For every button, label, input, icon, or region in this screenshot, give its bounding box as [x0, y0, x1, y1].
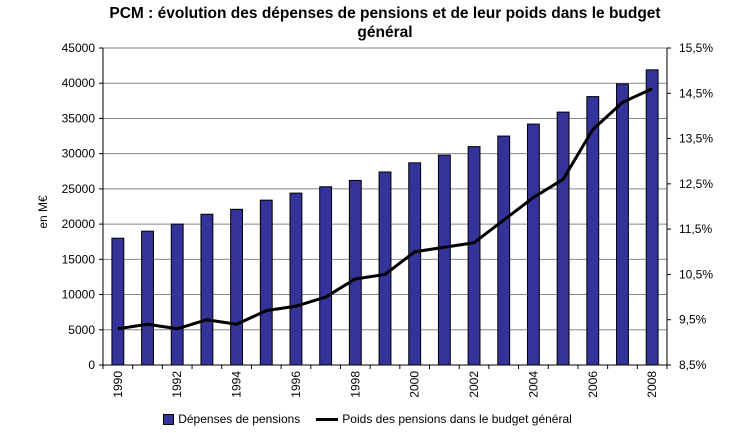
legend-swatch-line [316, 417, 339, 421]
y-tick-label: 5000 [68, 323, 95, 337]
y-axis-ticks: 0 5000 10000 15000 20000 25000 30000 35000 40000… [62, 41, 103, 372]
y-tick-label: 15000 [62, 252, 96, 266]
x-tick-label: 2000 [408, 371, 422, 398]
x-tick-label: 1994 [230, 371, 244, 398]
y2-tick-label: 11,5% [679, 222, 712, 236]
series-line [117, 87, 653, 331]
y2-tick-label: 8,5% [679, 358, 707, 372]
bar [526, 123, 540, 366]
y-tick-label: 35000 [62, 111, 96, 125]
x-tick-label: 2008 [645, 371, 659, 398]
bar [497, 135, 511, 366]
bar [408, 162, 422, 366]
legend-label-line: Poids des pensions dans le budget généra… [342, 412, 572, 426]
y2-tick-label: 13,5% [679, 132, 713, 146]
bar [645, 69, 659, 366]
bar [111, 237, 125, 366]
axes [102, 48, 668, 366]
x-tick-label: 2004 [526, 371, 540, 398]
x-tick-label: 1992 [170, 371, 184, 398]
y2-tick-label: 15,5% [679, 41, 713, 55]
bar [289, 192, 303, 366]
bar [556, 111, 570, 366]
y-tick-label: 45000 [62, 41, 96, 55]
chart-title-line-1: PCM : évolution des dépenses de pensions… [109, 5, 661, 22]
bars [111, 69, 659, 366]
bar [616, 83, 629, 366]
chart-title-line-2: général [357, 24, 413, 41]
line-series [117, 87, 653, 331]
x-tick-label: 1996 [289, 371, 303, 398]
bar [319, 186, 333, 366]
y-tick-label: 20000 [62, 217, 96, 231]
bar [259, 199, 273, 366]
legend-swatch-bar [163, 413, 175, 425]
bar [200, 213, 214, 366]
y-tick-label: 40000 [62, 76, 96, 90]
y2-tick-label: 12,5% [679, 177, 713, 191]
bar [348, 179, 362, 366]
legend-item-bars: Dépenses de pensions [163, 412, 300, 426]
bar [141, 230, 154, 366]
y2-tick-label: 10,5% [679, 267, 713, 281]
y-tick-label: 25000 [62, 182, 96, 196]
y2-axis-ticks: 8,5% 9,5% 10,5% 11,5% 12,5% 13,5% 14,5% 15,5% [667, 41, 713, 372]
x-axis-ticks: 1990 1992 1994 1996 1998 2000 2002 2004 2006 2008 [102, 365, 668, 398]
bar [467, 146, 481, 366]
bar [378, 171, 392, 366]
x-tick-label: 1998 [348, 371, 362, 398]
x-tick-label: 1990 [111, 371, 125, 398]
x-tick-label: 2006 [586, 371, 600, 398]
legend-item-line: Poids des pensions dans le budget généra… [316, 412, 572, 426]
gridlines [103, 47, 667, 331]
x-tick-label: 2002 [467, 371, 481, 398]
y2-tick-label: 9,5% [679, 313, 707, 327]
chart-title: PCM : évolution des dépenses de pensions… [60, 4, 710, 42]
legend: Dépenses de pensions Poids des pensions … [0, 412, 735, 426]
y-tick-label: 0 [88, 358, 95, 372]
bar [170, 223, 184, 366]
y-tick-label: 10000 [62, 288, 96, 302]
y-tick-label: 30000 [62, 147, 96, 161]
bar [230, 208, 244, 366]
bar [437, 154, 451, 366]
y-axis-label: en M€ [36, 195, 50, 229]
legend-label-bars: Dépenses de pensions [178, 412, 301, 426]
y2-tick-label: 14,5% [679, 86, 713, 100]
